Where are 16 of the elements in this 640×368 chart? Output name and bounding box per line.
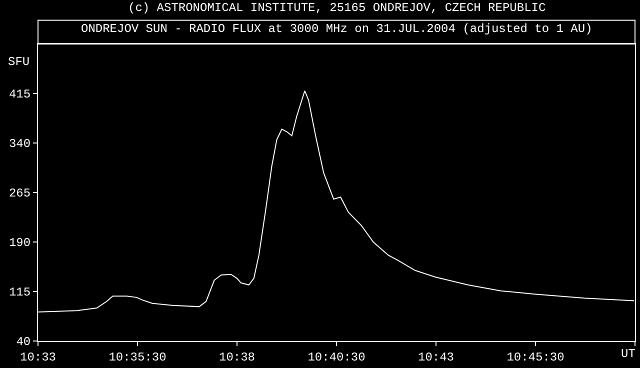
x-tick-label: 10:35:30 bbox=[108, 350, 166, 364]
y-tick-label: 340 bbox=[8, 137, 31, 152]
chart-title: (c) ASTRONOMICAL INSTITUTE, 25165 ONDREJOV, CZECH REPUBLIC bbox=[128, 1, 546, 15]
x-tick-label: 10:40:30 bbox=[308, 350, 366, 364]
y-tick-label: 415 bbox=[8, 88, 31, 102]
chart-subtitle: ONDREJOV SUN - RADIO FLUX at 3000 MHz on 31.JUL.2004 (adjusted to 1 AU) bbox=[81, 22, 592, 36]
x-tick-label: 10:43 bbox=[418, 350, 454, 364]
y-axis-title: SFU bbox=[8, 55, 30, 69]
y-tick-label: 190 bbox=[8, 236, 31, 250]
y-tick-label: 40 bbox=[16, 335, 31, 350]
x-tick-label: 10:38 bbox=[218, 350, 256, 364]
x-tick-label: 10:33 bbox=[20, 350, 56, 364]
y-tick-label: 265 bbox=[8, 186, 31, 201]
y-tick-label: 115 bbox=[8, 286, 31, 300]
x-axis-title: UT bbox=[621, 347, 636, 361]
x-tick-label: 10:45:30 bbox=[506, 350, 564, 364]
